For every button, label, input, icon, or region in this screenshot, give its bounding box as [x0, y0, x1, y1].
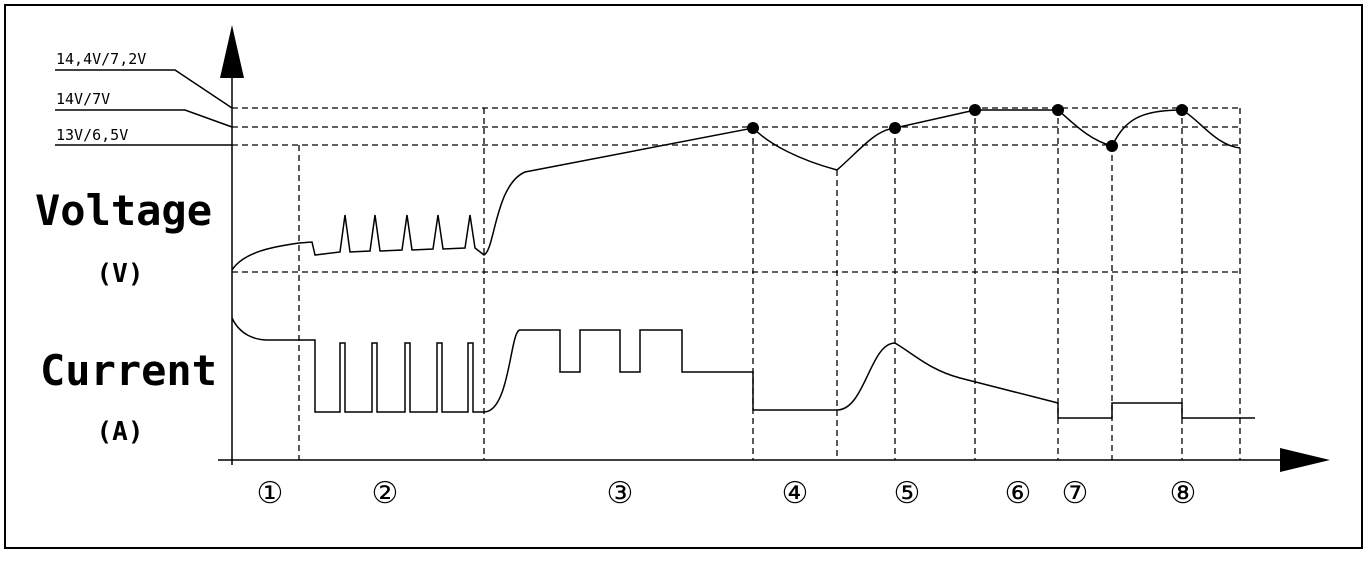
stage-label: ⑥	[1005, 476, 1032, 511]
stage-label: ⑤	[894, 476, 921, 511]
stage-labels: ① ② ③ ④ ⑤ ⑥ ⑦ ⑧	[257, 476, 1197, 511]
stage-label: ①	[257, 476, 284, 511]
stage-label: ④	[782, 476, 809, 511]
level-label: 14V/7V	[56, 90, 110, 108]
stage-label: ③	[607, 476, 634, 511]
frame	[4, 4, 1363, 549]
guides	[232, 107, 1241, 460]
level-label: 14,4V/7,2V	[56, 50, 146, 68]
stage-label: ⑧	[1170, 476, 1197, 511]
stage-label: ⑦	[1062, 476, 1089, 511]
voltage-curve	[231, 109, 1241, 271]
current-label: Current	[40, 346, 217, 395]
axes	[218, 25, 1330, 472]
voltage-unit: (V)	[97, 259, 144, 289]
level-label: 13V/6,5V	[56, 126, 128, 144]
current-unit: (A)	[97, 417, 144, 447]
voltage-label: Voltage	[35, 186, 212, 235]
level-leaders	[55, 69, 233, 146]
stage-label: ②	[372, 476, 399, 511]
current-curve	[231, 317, 1255, 419]
voltage-points	[747, 104, 1188, 152]
